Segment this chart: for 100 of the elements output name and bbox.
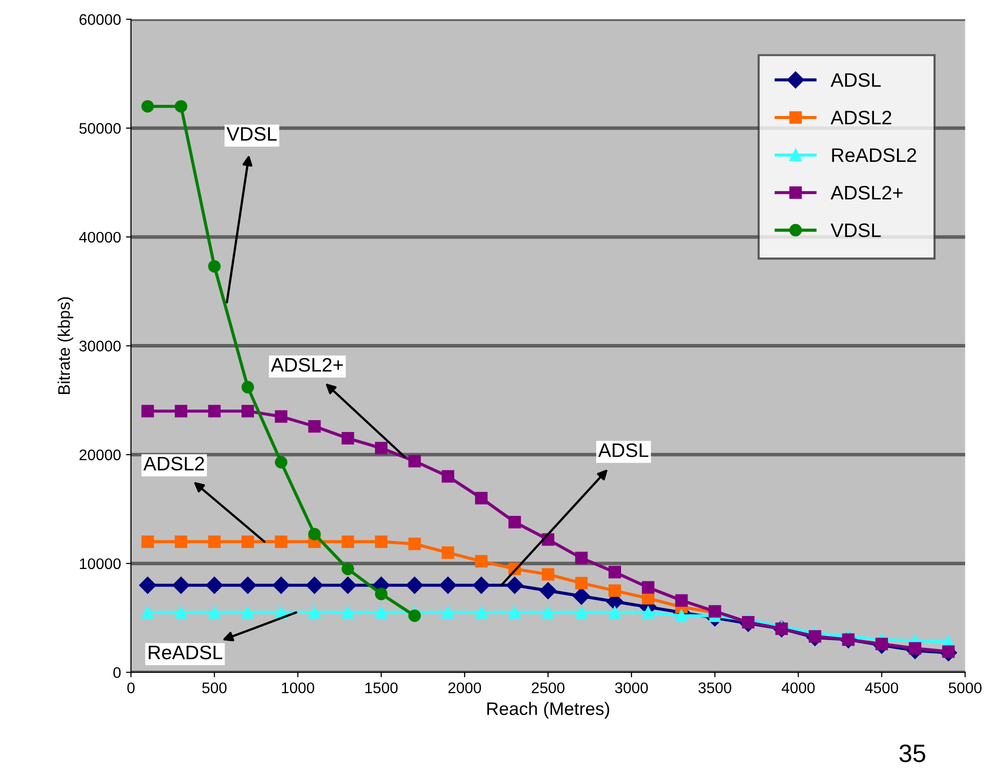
x-tick-label: 3000 [615, 682, 648, 694]
x-tick-label: 4000 [782, 682, 815, 694]
point [274, 410, 288, 423]
y-axis-title: Bitrate (kbps) [58, 297, 74, 394]
point [908, 642, 922, 655]
point [542, 606, 554, 619]
point [408, 609, 421, 622]
point [308, 528, 321, 540]
point [442, 470, 454, 483]
point [875, 638, 888, 650]
x-axis-title: Reach (Metres) [487, 702, 610, 719]
point [208, 404, 221, 418]
y-tick-label: 10000 [80, 558, 121, 570]
point [141, 404, 154, 418]
point [374, 588, 388, 600]
point [808, 630, 822, 643]
point [274, 535, 288, 548]
point [374, 442, 388, 454]
point [141, 535, 154, 548]
point [141, 606, 154, 619]
point [208, 535, 221, 548]
point [342, 562, 354, 576]
x-tick-label: 5000 [948, 682, 982, 694]
x-tick-label: 1500 [365, 682, 398, 694]
legend-label: ADSL2+ [830, 186, 903, 200]
point [141, 100, 154, 113]
point [942, 645, 955, 658]
point [374, 606, 388, 619]
x-tick-label: 3500 [698, 682, 732, 694]
point [242, 404, 254, 418]
point [575, 552, 588, 564]
point [608, 584, 622, 597]
annotation: ADSL2+ [270, 358, 343, 372]
point [374, 535, 388, 548]
x-tick-label: 2500 [532, 682, 564, 694]
legend-label: ADSL [830, 73, 881, 87]
x-tick-label: 2000 [448, 682, 482, 694]
point [642, 606, 654, 619]
legend-label: VDSL [830, 223, 881, 238]
point [506, 576, 524, 594]
x-tick-label: 500 [202, 682, 227, 694]
legend-label: ReADSL2 [832, 148, 916, 162]
point [208, 606, 221, 619]
point [508, 516, 521, 528]
point [272, 576, 290, 594]
legend-label: ADSL2 [830, 110, 892, 124]
point [539, 582, 557, 600]
point [442, 606, 454, 619]
point [174, 606, 188, 619]
point [575, 606, 588, 619]
y-tick-label: 40000 [79, 232, 121, 243]
point [642, 581, 654, 594]
point [542, 568, 554, 581]
annotation: VDSL [226, 127, 277, 141]
point [475, 492, 488, 504]
point [306, 576, 324, 594]
annotation: ADSL2 [143, 456, 204, 471]
point [174, 100, 188, 113]
point [208, 260, 221, 273]
point [242, 380, 254, 394]
point [475, 555, 488, 568]
point [408, 454, 421, 468]
point [172, 576, 190, 594]
y-tick-label: 30000 [79, 340, 121, 352]
point [472, 576, 490, 594]
point [342, 432, 354, 445]
annotation: ReADSL [148, 646, 222, 660]
point [572, 588, 590, 605]
point [475, 606, 488, 619]
point [608, 606, 622, 619]
point [675, 594, 688, 607]
point [242, 535, 254, 548]
point [575, 576, 588, 590]
point [242, 606, 254, 619]
text: 35 [899, 744, 926, 762]
point [342, 606, 354, 619]
point [239, 576, 256, 594]
point [339, 576, 356, 594]
point [308, 420, 321, 433]
point [139, 576, 156, 594]
point [308, 606, 321, 619]
point [174, 404, 188, 418]
x-tick-label: 4500 [865, 682, 898, 694]
point [406, 576, 424, 594]
point [675, 609, 688, 622]
y-tick-label: 0 [113, 667, 121, 678]
point [439, 576, 457, 594]
x-tick-label: 0 [127, 682, 135, 694]
y-tick-label: 20000 [80, 450, 121, 460]
point [608, 566, 622, 578]
annotation: ADSL [598, 443, 648, 458]
point [508, 606, 521, 619]
x-tick-label: 1000 [282, 682, 314, 694]
point [342, 535, 354, 548]
point [274, 456, 288, 468]
point [442, 546, 454, 559]
point [408, 538, 421, 550]
point [174, 535, 188, 548]
y-tick-label: 60000 [80, 14, 121, 25]
y-tick-label: 50000 [79, 122, 121, 134]
